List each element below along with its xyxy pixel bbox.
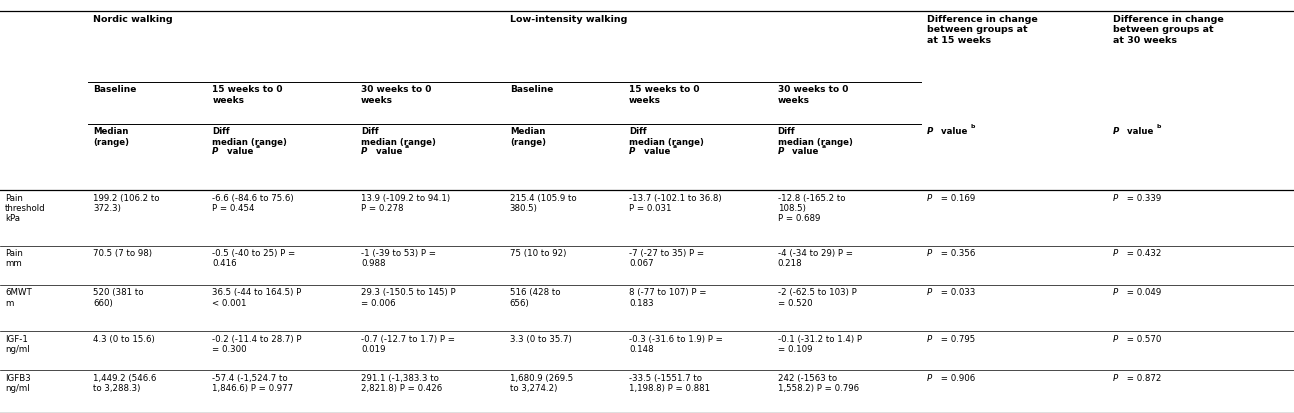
Text: 242 (-1563 to
1,558.2) P = 0.796: 242 (-1563 to 1,558.2) P = 0.796 xyxy=(778,373,859,392)
Text: -0.1 (-31.2 to 1.4) P
= 0.109: -0.1 (-31.2 to 1.4) P = 0.109 xyxy=(778,334,862,353)
Text: = 0.432: = 0.432 xyxy=(1124,249,1162,257)
Text: 70.5 (7 to 98): 70.5 (7 to 98) xyxy=(93,249,153,257)
Text: -0.3 (-31.6 to 1.9) P =
0.148: -0.3 (-31.6 to 1.9) P = 0.148 xyxy=(629,334,723,353)
Text: = 0.872: = 0.872 xyxy=(1124,373,1162,382)
Text: Baseline: Baseline xyxy=(510,85,554,94)
Text: Difference in change
between groups at
at 15 weeks: Difference in change between groups at a… xyxy=(927,15,1038,45)
Text: 75 (10 to 92): 75 (10 to 92) xyxy=(510,249,567,257)
Text: Pain
threshold
kPa: Pain threshold kPa xyxy=(5,193,45,223)
Text: -2 (-62.5 to 103) P
= 0.520: -2 (-62.5 to 103) P = 0.520 xyxy=(778,288,857,307)
Text: -0.5 (-40 to 25) P =
0.416: -0.5 (-40 to 25) P = 0.416 xyxy=(212,249,295,268)
Text: 520 (381 to
660): 520 (381 to 660) xyxy=(93,288,144,307)
Text: 291.1 (-1,383.3 to
2,821.8) P = 0.426: 291.1 (-1,383.3 to 2,821.8) P = 0.426 xyxy=(361,373,443,392)
Text: 30 weeks to 0
weeks: 30 weeks to 0 weeks xyxy=(361,85,431,104)
Text: -57.4 (-1,524.7 to
1,846.6) P = 0.977: -57.4 (-1,524.7 to 1,846.6) P = 0.977 xyxy=(212,373,294,392)
Text: -33.5 (-1551.7 to
1,198.8) P = 0.881: -33.5 (-1551.7 to 1,198.8) P = 0.881 xyxy=(629,373,710,392)
Text: 1,680.9 (269.5
to 3,274.2): 1,680.9 (269.5 to 3,274.2) xyxy=(510,373,573,392)
Text: Nordic walking: Nordic walking xyxy=(93,15,173,24)
Text: value: value xyxy=(789,147,819,156)
Text: P: P xyxy=(1113,127,1119,136)
Text: = 0.049: = 0.049 xyxy=(1124,288,1162,297)
Text: = 0.570: = 0.570 xyxy=(1124,334,1162,343)
Text: 516 (428 to
656): 516 (428 to 656) xyxy=(510,288,560,307)
Text: Pain
mm: Pain mm xyxy=(5,249,23,268)
Text: 29.3 (-150.5 to 145) P
= 0.006: 29.3 (-150.5 to 145) P = 0.006 xyxy=(361,288,455,307)
Text: 199.2 (106.2 to
372.3): 199.2 (106.2 to 372.3) xyxy=(93,193,159,213)
Text: value: value xyxy=(641,147,670,156)
Text: value: value xyxy=(938,127,968,136)
Text: -6.6 (-84.6 to 75.6)
P = 0.454: -6.6 (-84.6 to 75.6) P = 0.454 xyxy=(212,193,294,213)
Text: Diff
median (range): Diff median (range) xyxy=(629,127,704,146)
Text: Median
(range): Median (range) xyxy=(510,127,546,146)
Text: P: P xyxy=(927,249,932,257)
Text: P: P xyxy=(1113,249,1118,257)
Text: 8 (-77 to 107) P =
0.183: 8 (-77 to 107) P = 0.183 xyxy=(629,288,707,307)
Text: P: P xyxy=(927,373,932,382)
Text: Difference in change
between groups at
at 30 weeks: Difference in change between groups at a… xyxy=(1113,15,1224,45)
Text: b: b xyxy=(1157,124,1161,129)
Text: 15 weeks to 0
weeks: 15 weeks to 0 weeks xyxy=(629,85,699,104)
Text: 4.3 (0 to 15.6): 4.3 (0 to 15.6) xyxy=(93,334,155,343)
Text: Diff
median (range): Diff median (range) xyxy=(778,127,853,146)
Text: = 0.339: = 0.339 xyxy=(1124,193,1162,202)
Text: b: b xyxy=(970,124,974,129)
Text: = 0.906: = 0.906 xyxy=(938,373,976,382)
Text: value: value xyxy=(224,147,254,156)
Text: 13.9 (-109.2 to 94.1)
P = 0.278: 13.9 (-109.2 to 94.1) P = 0.278 xyxy=(361,193,450,213)
Text: = 0.356: = 0.356 xyxy=(938,249,976,257)
Text: P: P xyxy=(778,147,784,156)
Text: 6MWT
m: 6MWT m xyxy=(5,288,32,307)
Text: P: P xyxy=(927,127,933,136)
Text: P: P xyxy=(212,147,219,156)
Text: = 0.795: = 0.795 xyxy=(938,334,976,343)
Text: value: value xyxy=(1124,127,1154,136)
Text: Baseline: Baseline xyxy=(93,85,137,94)
Text: -1 (-39 to 53) P =
0.988: -1 (-39 to 53) P = 0.988 xyxy=(361,249,436,268)
Text: 15 weeks to 0
weeks: 15 weeks to 0 weeks xyxy=(212,85,282,104)
Text: 30 weeks to 0
weeks: 30 weeks to 0 weeks xyxy=(778,85,848,104)
Text: Diff
median (range): Diff median (range) xyxy=(212,127,287,146)
Text: a: a xyxy=(822,144,826,149)
Text: P: P xyxy=(1113,193,1118,202)
Text: P: P xyxy=(1113,288,1118,297)
Text: -4 (-34 to 29) P =
0.218: -4 (-34 to 29) P = 0.218 xyxy=(778,249,853,268)
Text: a: a xyxy=(256,144,260,149)
Text: 36.5 (-44 to 164.5) P
< 0.001: 36.5 (-44 to 164.5) P < 0.001 xyxy=(212,288,302,307)
Text: = 0.169: = 0.169 xyxy=(938,193,976,202)
Text: 1,449.2 (546.6
to 3,288.3): 1,449.2 (546.6 to 3,288.3) xyxy=(93,373,157,392)
Text: P: P xyxy=(927,334,932,343)
Text: P: P xyxy=(927,193,932,202)
Text: -0.2 (-11.4 to 28.7) P
= 0.300: -0.2 (-11.4 to 28.7) P = 0.300 xyxy=(212,334,302,353)
Text: a: a xyxy=(405,144,409,149)
Text: P: P xyxy=(1113,373,1118,382)
Text: IGF-1
ng/ml: IGF-1 ng/ml xyxy=(5,334,30,353)
Text: value: value xyxy=(373,147,402,156)
Text: P: P xyxy=(629,147,635,156)
Text: Low-intensity walking: Low-intensity walking xyxy=(510,15,628,24)
Text: P: P xyxy=(361,147,367,156)
Text: IGFB3
ng/ml: IGFB3 ng/ml xyxy=(5,373,31,392)
Text: Diff
median (range): Diff median (range) xyxy=(361,127,436,146)
Text: a: a xyxy=(673,144,677,149)
Text: P: P xyxy=(927,288,932,297)
Text: -0.7 (-12.7 to 1.7) P =
0.019: -0.7 (-12.7 to 1.7) P = 0.019 xyxy=(361,334,455,353)
Text: -13.7 (-102.1 to 36.8)
P = 0.031: -13.7 (-102.1 to 36.8) P = 0.031 xyxy=(629,193,722,213)
Text: = 0.033: = 0.033 xyxy=(938,288,976,297)
Text: P: P xyxy=(1113,334,1118,343)
Text: 215.4 (105.9 to
380.5): 215.4 (105.9 to 380.5) xyxy=(510,193,576,213)
Text: -12.8 (-165.2 to
108.5)
P = 0.689: -12.8 (-165.2 to 108.5) P = 0.689 xyxy=(778,193,845,223)
Text: 3.3 (0 to 35.7): 3.3 (0 to 35.7) xyxy=(510,334,572,343)
Text: Median
(range): Median (range) xyxy=(93,127,129,146)
Text: -7 (-27 to 35) P =
0.067: -7 (-27 to 35) P = 0.067 xyxy=(629,249,704,268)
